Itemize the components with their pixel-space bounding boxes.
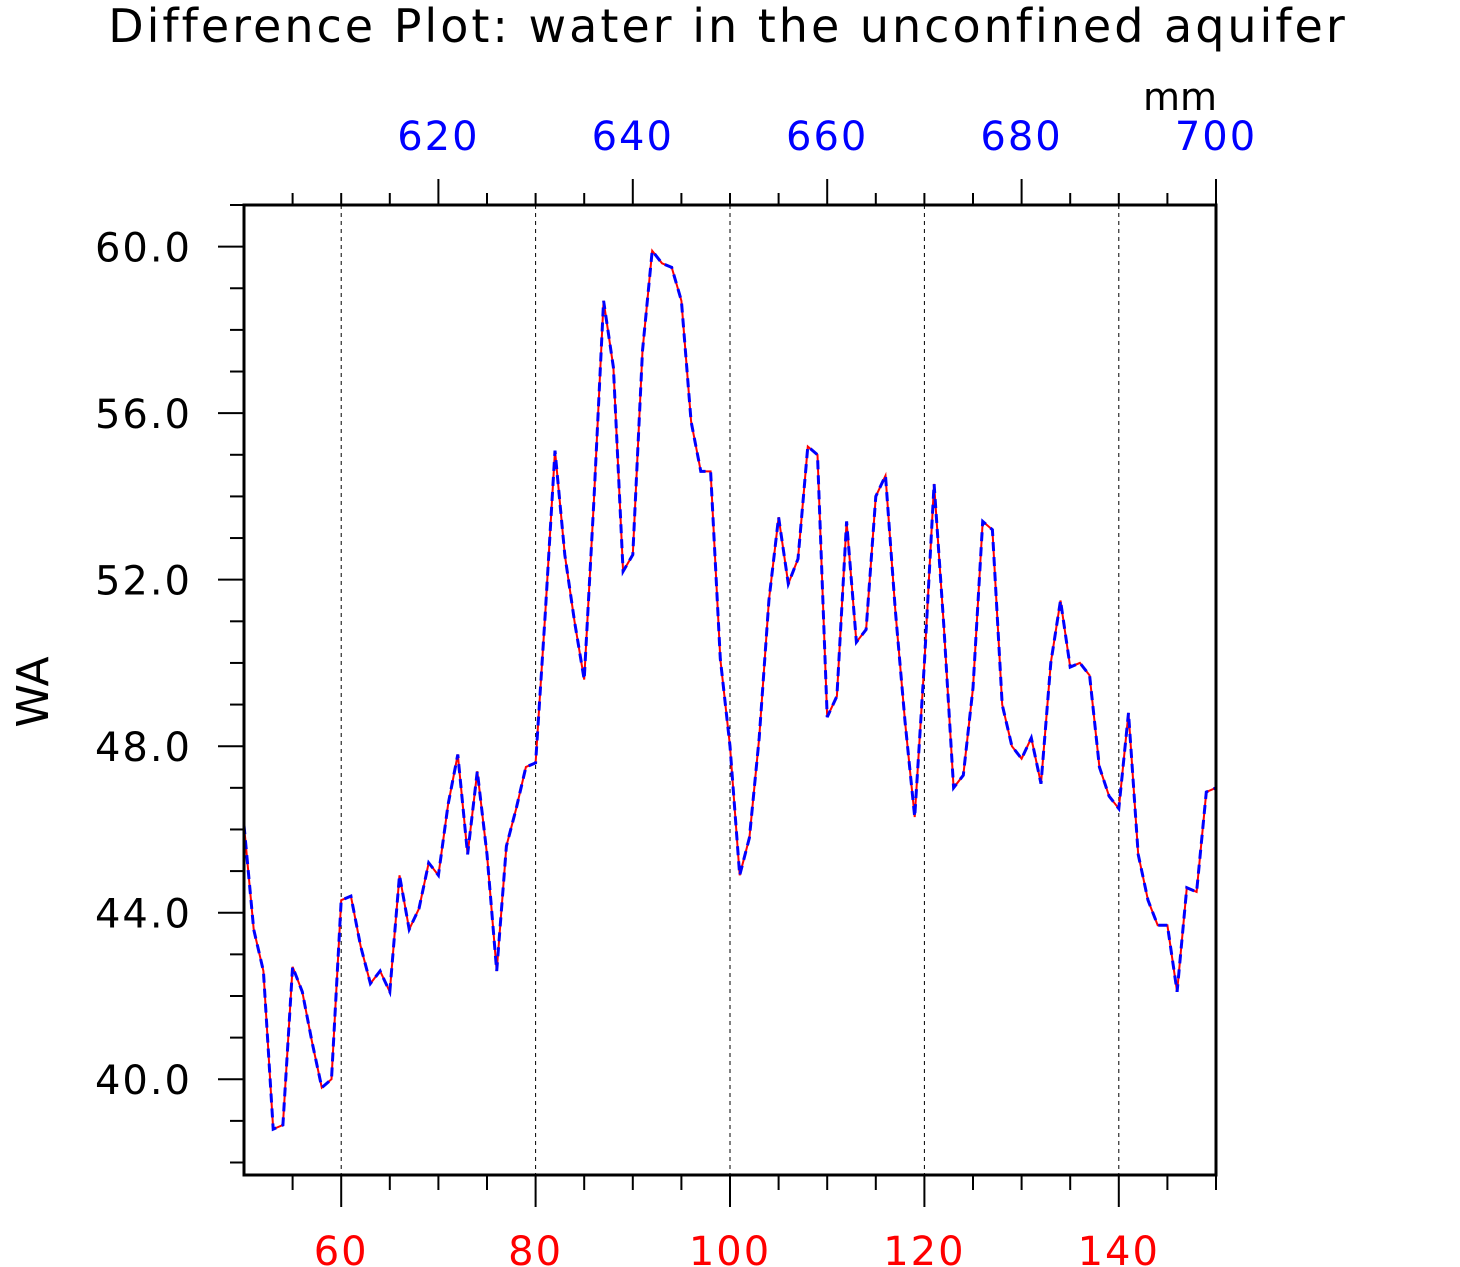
x-top-tick-label: 660	[786, 114, 868, 160]
axis-ticks: 60 80 100 120 140 620 640 660 680 700 40.0 44.0 48.0…	[95, 114, 1257, 1267]
y-tick-label: 48.0	[95, 725, 192, 771]
plot-frame	[242, 203, 1218, 1177]
x-top-tick-label: 640	[592, 114, 674, 160]
series-line-2	[242, 246, 1217, 1132]
x-bottom-tick-label: 60	[314, 1229, 369, 1267]
x-bottom-tick-label: 100	[689, 1229, 771, 1267]
x-top-tick-label: 700	[1175, 114, 1257, 160]
x-top-tick-label: 620	[397, 114, 479, 160]
x-bottom-tick-label: 80	[508, 1229, 563, 1267]
x-bottom-tick-label: 140	[1078, 1229, 1160, 1267]
units-label: mm	[1143, 75, 1217, 119]
series-lines	[242, 246, 1217, 1132]
y-tick-label: 44.0	[95, 892, 192, 938]
x-top-tick-label: 680	[980, 114, 1062, 160]
chart-title: Difference Plot: water in the unconfined…	[108, 0, 1348, 53]
y-axis-label: WA	[8, 656, 59, 727]
y-tick-label: 40.0	[95, 1058, 192, 1104]
y-tick-label: 60.0	[95, 226, 192, 272]
x-bottom-tick-label: 120	[883, 1229, 965, 1267]
grid-lines	[340, 205, 1120, 1175]
y-tick-label: 56.0	[95, 392, 192, 438]
y-tick-label: 52.0	[95, 559, 192, 605]
